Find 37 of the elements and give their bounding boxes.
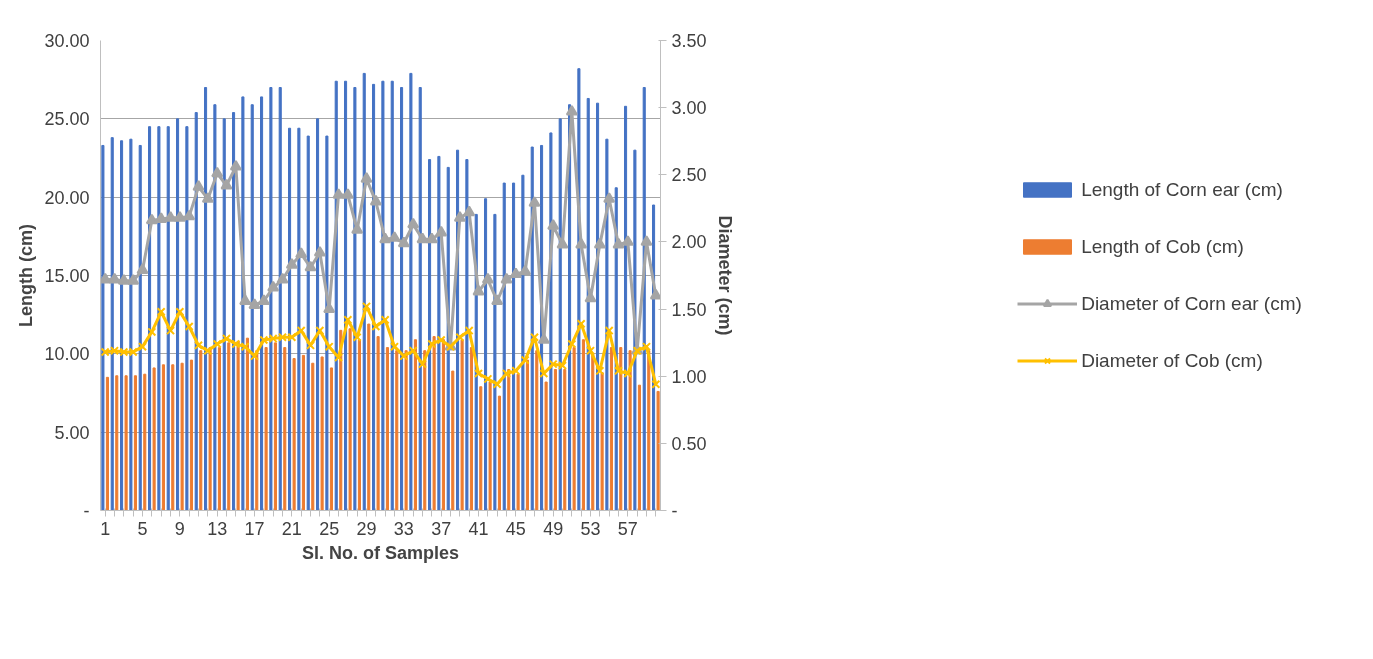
y2-tick-label: - — [671, 501, 678, 521]
legend-label: Diameter of Cob (cm) — [1081, 349, 1263, 372]
x-tick-label: 37 — [431, 518, 452, 539]
y2-tick-label: 1.50 — [671, 299, 707, 320]
y2-tick-label: 2.50 — [671, 165, 707, 186]
x-tick-label: 13 — [207, 518, 228, 539]
y2-tick-label: 1.00 — [671, 366, 707, 387]
y2-tick-label: 3.00 — [671, 98, 707, 119]
x-tick-label: 9 — [174, 518, 185, 539]
x-tick-label: 41 — [468, 518, 489, 539]
y-tick-label: 30.00 — [44, 31, 90, 51]
y2-tick-label: 3.50 — [671, 31, 707, 51]
x-tick-label: 33 — [393, 518, 414, 539]
y-tick-label: - — [83, 501, 90, 521]
legend-label: Length of Corn ear (cm) — [1081, 178, 1283, 201]
legend-label: Diameter of Corn ear (cm) — [1081, 292, 1302, 315]
y-tick-label: 20.00 — [44, 187, 90, 208]
x-tick-label: 53 — [580, 518, 601, 539]
legend-label: Length of Cob (cm) — [1081, 235, 1244, 258]
x-tick-label: 21 — [281, 518, 302, 539]
x-tick-label: 5 — [137, 518, 148, 539]
x-tick-label: 45 — [505, 518, 526, 539]
y-tick-label: 10.00 — [44, 344, 90, 365]
x-axis-title: Sl. No. of Samples — [301, 542, 460, 563]
x-tick-label: 57 — [617, 518, 638, 539]
x-tick-label: 25 — [319, 518, 340, 539]
y-tick-label: 15.00 — [44, 266, 90, 286]
x-tick-label: 49 — [543, 518, 564, 539]
x-tick-label: 1 — [100, 518, 111, 539]
y-axis-title: Length (cm) — [16, 224, 37, 327]
y-tick-label: 25.00 — [44, 109, 90, 130]
y2-tick-label: 2.00 — [671, 232, 707, 253]
x-tick-label: 17 — [244, 518, 265, 539]
y-tick-label: 5.00 — [54, 422, 90, 443]
y2-axis-title: Diameter (cm) — [714, 215, 735, 336]
y2-tick-label: 0.50 — [671, 433, 707, 454]
x-tick-label: 29 — [356, 518, 377, 539]
